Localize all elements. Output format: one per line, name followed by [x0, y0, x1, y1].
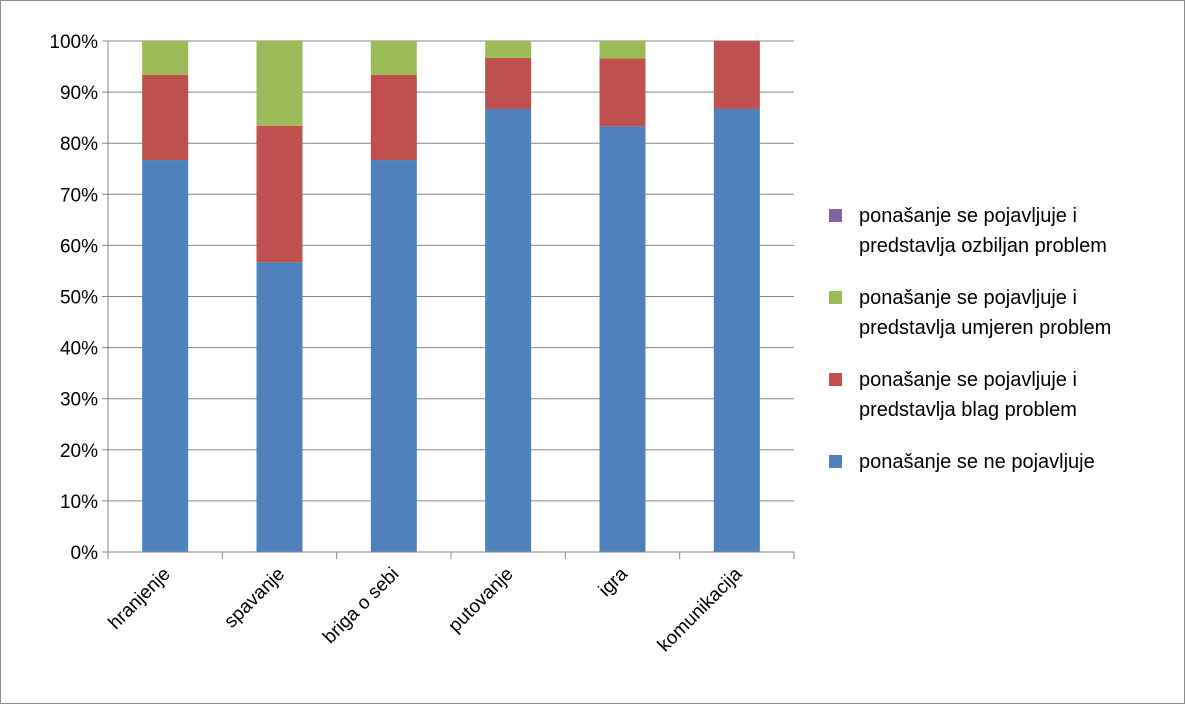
bar-segment	[599, 58, 646, 127]
y-tick-label: 10%	[60, 492, 98, 513]
x-tick-label: hranjenje	[105, 564, 175, 634]
y-tick-label: 20%	[60, 441, 98, 462]
bar-segment	[142, 74, 189, 161]
y-tick-label: 60%	[60, 236, 98, 257]
legend-label: ponašanje se ne pojavljuje	[859, 451, 1095, 473]
legend-label: predstavlja blag problem	[859, 399, 1077, 421]
x-tick-label: igra	[595, 563, 633, 601]
bar-segment	[142, 160, 189, 553]
legend-swatch	[829, 291, 842, 304]
y-tick-label: 70%	[60, 185, 98, 206]
x-tick-label: putovanje	[445, 564, 518, 637]
bar-segment	[485, 108, 532, 552]
bar-segment	[370, 160, 417, 553]
y-tick-label: 0%	[71, 543, 99, 564]
y-tick-label: 80%	[60, 134, 98, 155]
bar-segment	[485, 57, 532, 109]
y-tick-label: 50%	[60, 288, 98, 309]
bar-segment	[599, 126, 646, 552]
legend-label: predstavlja umjeren problem	[859, 317, 1111, 339]
legend-label: predstavlja ozbiljan problem	[859, 235, 1107, 257]
legend-swatch	[829, 455, 842, 468]
bar-segment	[256, 125, 303, 263]
bar-segment	[370, 41, 417, 75]
legend-label: ponašanje se pojavljuje i	[859, 287, 1077, 309]
bar-segment	[485, 41, 532, 58]
legend-swatch	[829, 209, 842, 222]
y-tick-label: 40%	[60, 339, 98, 360]
bar-segment	[713, 108, 760, 552]
bar-segment	[256, 41, 303, 126]
y-tick-label: 90%	[60, 83, 98, 104]
bar-segment	[256, 262, 303, 552]
x-tick-label: spavanje	[220, 564, 289, 633]
y-tick-label: 100%	[49, 32, 98, 53]
bar-segment	[142, 41, 189, 75]
bar-segment	[713, 41, 760, 109]
y-tick-label: 30%	[60, 390, 98, 411]
bar-segment	[599, 41, 646, 59]
x-tick-label: komunikacija	[654, 563, 747, 656]
legend-label: ponašanje se pojavljuje i	[859, 369, 1077, 391]
legend-label: ponašanje se pojavljuje i	[859, 205, 1077, 227]
bar-segment	[370, 74, 417, 161]
legend-swatch	[829, 373, 842, 386]
x-tick-label: briga o sebi	[319, 564, 403, 648]
